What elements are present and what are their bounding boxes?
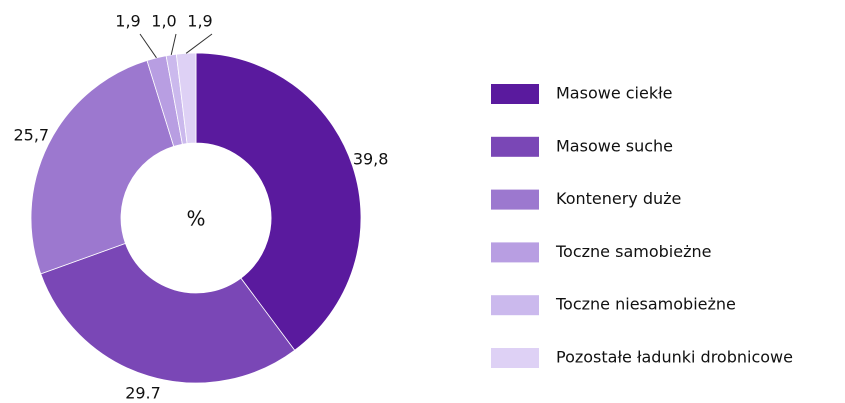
data-label: 1,9 <box>115 12 140 31</box>
legend-swatch <box>491 84 539 104</box>
data-label: 25,7 <box>13 126 49 145</box>
leader-line <box>185 33 213 54</box>
slice <box>195 52 362 351</box>
leader-line <box>139 33 157 59</box>
legend-label: Masowe suche <box>556 136 673 155</box>
legend-label: Toczne niesamobieżne <box>555 295 736 314</box>
legend-label: Kontenery duże <box>556 189 681 208</box>
data-label: 29.7 <box>125 384 161 403</box>
legend-swatch <box>491 242 539 263</box>
legend-swatch <box>491 136 539 157</box>
data-label: 39,8 <box>353 150 389 169</box>
legend-label: Toczne samobieżne <box>555 242 711 261</box>
legend-swatch <box>491 189 539 210</box>
data-label: 1,0 <box>151 12 176 31</box>
legend-swatch <box>491 348 539 368</box>
legend-label: Pozostałe ładunki drobnicowe <box>556 348 793 367</box>
data-label: 1,9 <box>187 12 212 31</box>
legend-swatch <box>491 295 539 316</box>
slice <box>175 52 197 144</box>
leader-line <box>170 33 177 55</box>
slice <box>30 59 175 275</box>
center-label: % <box>186 207 205 231</box>
slice <box>40 242 296 384</box>
legend-label: Masowe ciekłe <box>556 84 673 103</box>
